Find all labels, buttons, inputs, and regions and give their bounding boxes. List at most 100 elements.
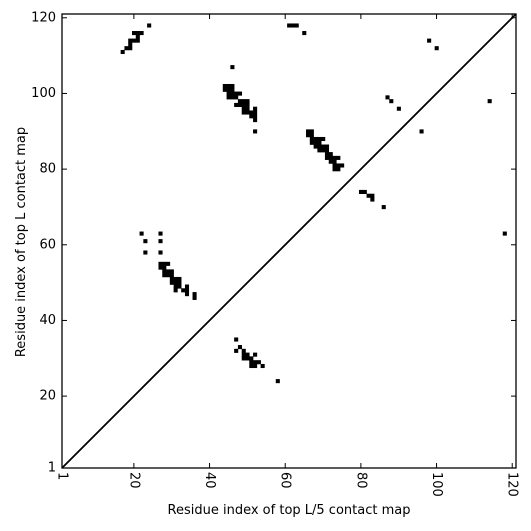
contact-point-top-l <box>332 167 337 172</box>
contact-point-top-l5 <box>173 288 178 293</box>
y-tick-label: 100 <box>31 86 56 101</box>
contact-point-top-l <box>135 31 140 36</box>
x-tick-label: 20 <box>126 472 141 489</box>
contact-point-top-l <box>321 144 326 149</box>
contact-point-top-l <box>332 159 337 164</box>
contact-point-top-l <box>249 110 254 115</box>
contact-point-top-l <box>131 38 137 43</box>
x-tick-label: 80 <box>353 472 368 489</box>
contact-point-top-l <box>427 38 432 43</box>
contact-point-top-l5 <box>249 356 254 361</box>
contact-point-top-l <box>317 144 322 149</box>
contact-point-top-l <box>139 31 144 36</box>
contact-point-top-l <box>245 110 250 115</box>
contact-point-top-l5 <box>184 284 190 289</box>
contact-point-top-l <box>241 110 246 115</box>
contact-point-top-l <box>313 140 318 145</box>
contact-point-top-l <box>253 129 258 134</box>
contact-point-top-l <box>253 110 258 115</box>
contact-point-top-l <box>385 95 390 100</box>
contact-point-top-l <box>332 163 337 168</box>
contact-point-top-l5 <box>173 284 178 289</box>
contact-point-top-l <box>226 87 231 92</box>
contact-point-top-l <box>120 49 125 55</box>
contact-point-top-l <box>336 155 341 160</box>
contact-point-top-l5 <box>169 276 174 282</box>
contact-point-top-l5 <box>177 280 182 285</box>
contact-point-top-l <box>230 83 235 89</box>
contact-point-top-l5 <box>237 345 242 350</box>
contact-point-top-l <box>324 144 330 149</box>
contact-point-top-l <box>245 106 250 111</box>
contact-point-top-l <box>230 87 235 92</box>
contact-point-top-l <box>502 231 507 236</box>
x-tick-label: 1 <box>55 472 70 480</box>
contact-point-top-l5 <box>275 379 280 384</box>
contact-point-top-l <box>234 95 239 100</box>
contact-point-top-l5 <box>192 292 197 297</box>
contact-point-top-l <box>253 106 258 111</box>
contact-point-top-l <box>321 148 326 153</box>
contact-point-top-l <box>321 136 326 142</box>
contact-point-top-l5 <box>260 363 265 369</box>
contact-point-top-l <box>317 140 322 145</box>
contact-point-top-l <box>226 83 231 89</box>
contact-point-top-l5 <box>162 269 167 274</box>
contact-point-top-l <box>135 38 140 43</box>
contact-point-top-l <box>131 31 137 36</box>
contact-point-top-l <box>128 46 133 51</box>
contact-point-top-l <box>287 23 292 28</box>
contact-point-top-l <box>241 102 246 107</box>
contact-point-top-l <box>135 34 140 39</box>
contact-point-top-l5 <box>253 360 258 365</box>
contact-point-top-l5 <box>173 280 178 285</box>
contact-point-top-l5 <box>158 231 163 236</box>
contact-point-top-l <box>222 87 227 92</box>
contact-point-top-l <box>230 65 235 70</box>
contact-point-top-l <box>309 133 314 138</box>
x-tick-label: 100 <box>429 472 444 497</box>
contact-point-top-l <box>128 38 133 43</box>
contact-point-top-l5 <box>245 352 250 357</box>
contact-point-top-l <box>234 91 239 96</box>
contact-point-top-l <box>306 133 311 138</box>
contact-point-top-l <box>336 163 341 168</box>
contact-point-top-l <box>294 23 299 28</box>
contact-point-top-l <box>328 155 333 160</box>
contact-point-top-l <box>124 46 129 51</box>
contact-point-top-l <box>332 155 337 160</box>
contact-point-top-l5 <box>192 295 197 300</box>
contact-point-top-l5 <box>166 273 171 278</box>
y-tick-label: 120 <box>31 10 56 25</box>
y-tick-label: 20 <box>39 389 56 404</box>
contact-point-top-l5 <box>162 261 167 266</box>
contact-point-top-l <box>317 148 322 153</box>
y-axis-label: Residue index of top L contact map <box>14 127 29 357</box>
contact-point-top-l5 <box>184 288 190 293</box>
x-tick-label: 60 <box>278 472 293 489</box>
contact-point-top-l5 <box>177 276 182 282</box>
contact-point-top-l5 <box>143 250 148 255</box>
contact-point-top-l <box>313 144 318 149</box>
contact-point-top-l <box>253 114 258 119</box>
contact-point-top-l <box>370 197 375 202</box>
contact-point-top-l5 <box>173 276 178 282</box>
contact-point-top-l5 <box>234 348 239 353</box>
contact-point-top-l5 <box>158 265 163 270</box>
contact-point-top-l5 <box>166 269 171 274</box>
contact-point-top-l5 <box>158 261 163 266</box>
contact-point-top-l <box>226 91 231 96</box>
contact-point-top-l <box>313 136 318 142</box>
y-tick-label: 40 <box>39 313 56 328</box>
contact-point-top-l <box>381 205 386 210</box>
contact-point-top-l5 <box>241 356 246 361</box>
contact-point-top-l5 <box>158 250 163 255</box>
contact-point-top-l5 <box>241 348 246 353</box>
contact-point-top-l5 <box>169 269 174 274</box>
contact-point-top-l <box>306 129 311 134</box>
contact-point-top-l <box>328 152 333 157</box>
contact-point-top-l5 <box>181 288 186 293</box>
contact-point-top-l <box>370 193 375 198</box>
